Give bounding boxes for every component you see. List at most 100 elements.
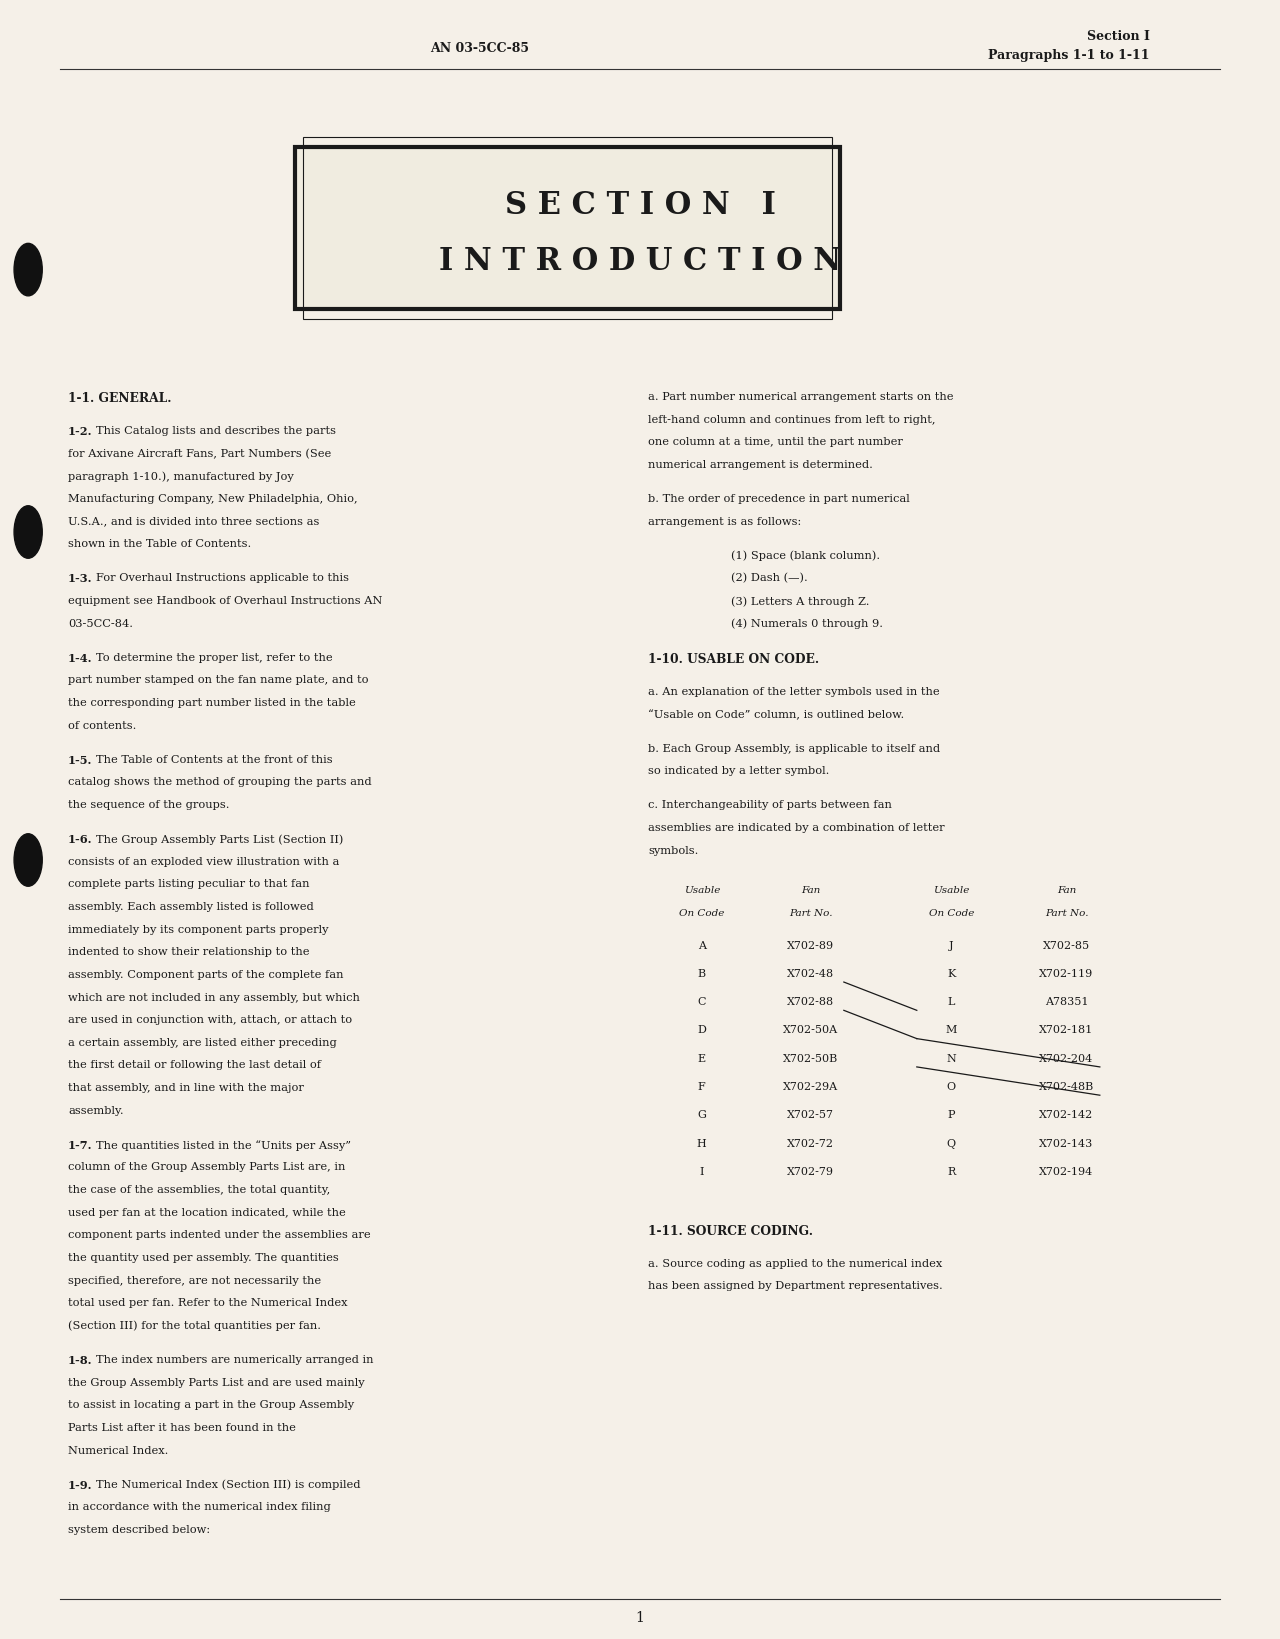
Text: D: D	[698, 1024, 707, 1034]
Text: catalog shows the method of grouping the parts and: catalog shows the method of grouping the…	[68, 777, 371, 787]
Text: X702-50B: X702-50B	[783, 1054, 838, 1064]
Text: symbols.: symbols.	[648, 846, 699, 856]
Text: S E C T I O N   I: S E C T I O N I	[504, 190, 776, 220]
Text: X702-57: X702-57	[787, 1110, 835, 1119]
Text: On Code: On Code	[929, 908, 974, 918]
Text: X702-119: X702-119	[1039, 969, 1093, 978]
Text: paragraph 1-10.), manufactured by Joy: paragraph 1-10.), manufactured by Joy	[68, 470, 293, 482]
Text: 1-9.: 1-9.	[68, 1478, 92, 1490]
Text: assembly. Component parts of the complete fan: assembly. Component parts of the complet…	[68, 969, 343, 980]
Text: 1-8.: 1-8.	[68, 1354, 92, 1365]
Text: E: E	[698, 1054, 705, 1064]
Text: Paragraphs 1-1 to 1-11: Paragraphs 1-1 to 1-11	[988, 49, 1149, 62]
Text: complete parts listing peculiar to that fan: complete parts listing peculiar to that …	[68, 879, 310, 888]
Text: 03-5CC-84.: 03-5CC-84.	[68, 618, 133, 628]
Text: part number stamped on the fan name plate, and to: part number stamped on the fan name plat…	[68, 675, 369, 685]
Text: I N T R O D U C T I O N: I N T R O D U C T I O N	[439, 246, 841, 277]
Text: b. Each Group Assembly, is applicable to itself and: b. Each Group Assembly, is applicable to…	[648, 742, 940, 754]
Text: The Table of Contents at the front of this: The Table of Contents at the front of th…	[96, 754, 333, 764]
Text: X702-72: X702-72	[787, 1137, 835, 1147]
Text: X702-85: X702-85	[1043, 941, 1091, 951]
Text: X702-79: X702-79	[787, 1167, 835, 1177]
Text: Fan: Fan	[1057, 885, 1076, 895]
Text: 1-6.: 1-6.	[68, 834, 92, 844]
Text: total used per fan. Refer to the Numerical Index: total used per fan. Refer to the Numeric…	[68, 1298, 347, 1308]
Text: X702-29A: X702-29A	[783, 1082, 838, 1092]
Text: F: F	[698, 1082, 705, 1092]
Text: the Group Assembly Parts List and are used mainly: the Group Assembly Parts List and are us…	[68, 1377, 365, 1387]
Text: the corresponding part number listed in the table: the corresponding part number listed in …	[68, 698, 356, 708]
Text: left-hand column and continues from left to right,: left-hand column and continues from left…	[648, 415, 936, 425]
Text: equipment see Handbook of Overhaul Instructions AN: equipment see Handbook of Overhaul Instr…	[68, 595, 383, 606]
Text: Manufacturing Company, New Philadelphia, Ohio,: Manufacturing Company, New Philadelphia,…	[68, 493, 357, 503]
Text: J: J	[948, 941, 954, 951]
Text: AN 03-5CC-85: AN 03-5CC-85	[430, 41, 530, 54]
Text: The quantities listed in the “Units per Assy”: The quantities listed in the “Units per …	[96, 1139, 352, 1151]
Text: a certain assembly, are listed either preceding: a certain assembly, are listed either pr…	[68, 1037, 337, 1047]
Text: the quantity used per assembly. The quantities: the quantity used per assembly. The quan…	[68, 1252, 339, 1262]
Text: Part No.: Part No.	[1044, 908, 1088, 918]
Text: 1-5.: 1-5.	[68, 754, 92, 765]
Text: “Usable on Code” column, is outlined below.: “Usable on Code” column, is outlined bel…	[648, 710, 904, 720]
Text: a. Part number numerical arrangement starts on the: a. Part number numerical arrangement sta…	[648, 392, 954, 402]
Text: for Axivane Aircraft Fans, Part Numbers (See: for Axivane Aircraft Fans, Part Numbers …	[68, 449, 332, 459]
Text: M: M	[946, 1024, 957, 1034]
Text: B: B	[698, 969, 705, 978]
Text: For Overhaul Instructions applicable to this: For Overhaul Instructions applicable to …	[96, 574, 349, 583]
Text: N: N	[946, 1054, 956, 1064]
Text: column of the Group Assembly Parts List are, in: column of the Group Assembly Parts List …	[68, 1162, 346, 1172]
Text: The index numbers are numerically arranged in: The index numbers are numerically arrang…	[96, 1354, 374, 1364]
Text: has been assigned by Department representatives.: has been assigned by Department represen…	[648, 1280, 943, 1290]
Text: assemblies are indicated by a combination of letter: assemblies are indicated by a combinatio…	[648, 823, 945, 833]
Text: X702-48B: X702-48B	[1039, 1082, 1094, 1092]
Text: H: H	[696, 1137, 707, 1147]
Text: which are not included in any assembly, but which: which are not included in any assembly, …	[68, 992, 360, 1001]
Text: (Section III) for the total quantities per fan.: (Section III) for the total quantities p…	[68, 1319, 321, 1331]
Text: 1-7.: 1-7.	[68, 1139, 92, 1151]
Text: 1-4.: 1-4.	[68, 652, 92, 664]
Text: Usable: Usable	[684, 885, 719, 895]
Text: The Numerical Index (Section III) is compiled: The Numerical Index (Section III) is com…	[96, 1478, 361, 1490]
Text: to assist in locating a part in the Group Assembly: to assist in locating a part in the Grou…	[68, 1400, 355, 1410]
Text: assembly.: assembly.	[68, 1105, 124, 1115]
Text: 1-3.: 1-3.	[68, 574, 92, 583]
Ellipse shape	[14, 834, 42, 887]
Text: are used in conjunction with, attach, or attach to: are used in conjunction with, attach, or…	[68, 1015, 352, 1024]
Text: X702-194: X702-194	[1039, 1167, 1093, 1177]
Text: L: L	[947, 997, 955, 1006]
Text: Part No.: Part No.	[788, 908, 832, 918]
Text: 1-1. GENERAL.: 1-1. GENERAL.	[68, 392, 172, 405]
Ellipse shape	[14, 244, 42, 297]
Text: Parts List after it has been found in the: Parts List after it has been found in th…	[68, 1423, 296, 1432]
Text: a. An explanation of the letter symbols used in the: a. An explanation of the letter symbols …	[648, 687, 940, 697]
Text: indented to show their relationship to the: indented to show their relationship to t…	[68, 947, 310, 957]
Text: X702-50A: X702-50A	[783, 1024, 838, 1034]
Text: a. Source coding as applied to the numerical index: a. Source coding as applied to the numer…	[648, 1259, 942, 1269]
Text: X702-204: X702-204	[1039, 1054, 1093, 1064]
Text: Q: Q	[947, 1137, 956, 1147]
Text: Usable: Usable	[933, 885, 969, 895]
Text: O: O	[947, 1082, 956, 1092]
Text: G: G	[698, 1110, 707, 1119]
Text: the case of the assemblies, the total quantity,: the case of the assemblies, the total qu…	[68, 1185, 330, 1195]
Text: specified, therefore, are not necessarily the: specified, therefore, are not necessaril…	[68, 1275, 321, 1285]
Bar	[294, 148, 840, 310]
Text: (1) Space (blank column).: (1) Space (blank column).	[731, 551, 881, 561]
Text: the sequence of the groups.: the sequence of the groups.	[68, 800, 229, 810]
Text: shown in the Table of Contents.: shown in the Table of Contents.	[68, 539, 251, 549]
Text: A: A	[698, 941, 705, 951]
Text: Numerical Index.: Numerical Index.	[68, 1444, 169, 1455]
Text: X702-142: X702-142	[1039, 1110, 1093, 1119]
Text: of contents.: of contents.	[68, 720, 137, 731]
Text: Section I: Section I	[1087, 30, 1149, 43]
Text: numerical arrangement is determined.: numerical arrangement is determined.	[648, 459, 873, 470]
Text: the first detail or following the last detail of: the first detail or following the last d…	[68, 1060, 321, 1070]
Text: c. Interchangeability of parts between fan: c. Interchangeability of parts between f…	[648, 800, 892, 810]
Text: X702-48: X702-48	[787, 969, 835, 978]
Text: consists of an exploded view illustration with a: consists of an exploded view illustratio…	[68, 856, 339, 867]
Text: 1-2.: 1-2.	[68, 426, 92, 438]
Text: P: P	[947, 1110, 955, 1119]
Text: in accordance with the numerical index filing: in accordance with the numerical index f…	[68, 1501, 330, 1511]
Text: assembly. Each assembly listed is followed: assembly. Each assembly listed is follow…	[68, 901, 314, 911]
Text: X702-143: X702-143	[1039, 1137, 1093, 1147]
